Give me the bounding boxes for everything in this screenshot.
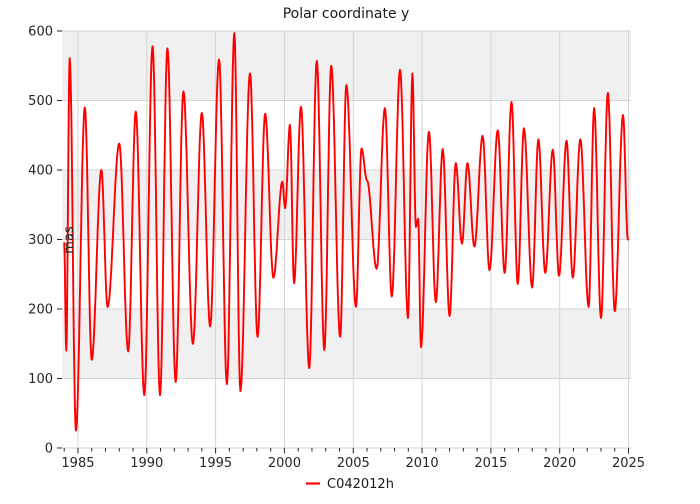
y-tick-label: 500	[28, 94, 53, 109]
grid-layer	[62, 30, 631, 449]
x-tick-label: 2000	[268, 456, 301, 471]
y-tick-label: 400	[28, 164, 53, 179]
x-tick-label: 1990	[130, 456, 163, 471]
chart-title: Polar coordinate y	[283, 6, 410, 22]
x-tick-label: 2010	[406, 456, 439, 471]
y-tick-label: 200	[28, 303, 53, 318]
y-tick-label: 600	[28, 25, 53, 40]
x-tick-label: 1995	[199, 456, 232, 471]
y-tick-label: 100	[28, 372, 53, 387]
y-axis-label: mas	[62, 226, 77, 254]
x-tick-label: 2020	[543, 456, 576, 471]
x-tick-label: 2025	[612, 456, 645, 471]
series-layer	[63, 32, 629, 432]
series-line	[63, 32, 629, 432]
x-tick-label: 1985	[61, 456, 94, 471]
y-tick-label: 300	[28, 233, 53, 248]
legend-label: C042012h	[327, 477, 394, 492]
axes-layer: 0 100 200 300 400 500 600 1985 1990 1995 2000 2005 2…	[28, 25, 645, 472]
y-tick-label: 0	[45, 442, 53, 457]
legend: C042012h	[306, 477, 394, 492]
x-tick-label: 2005	[337, 456, 370, 471]
x-tick-label: 2015	[474, 456, 507, 471]
